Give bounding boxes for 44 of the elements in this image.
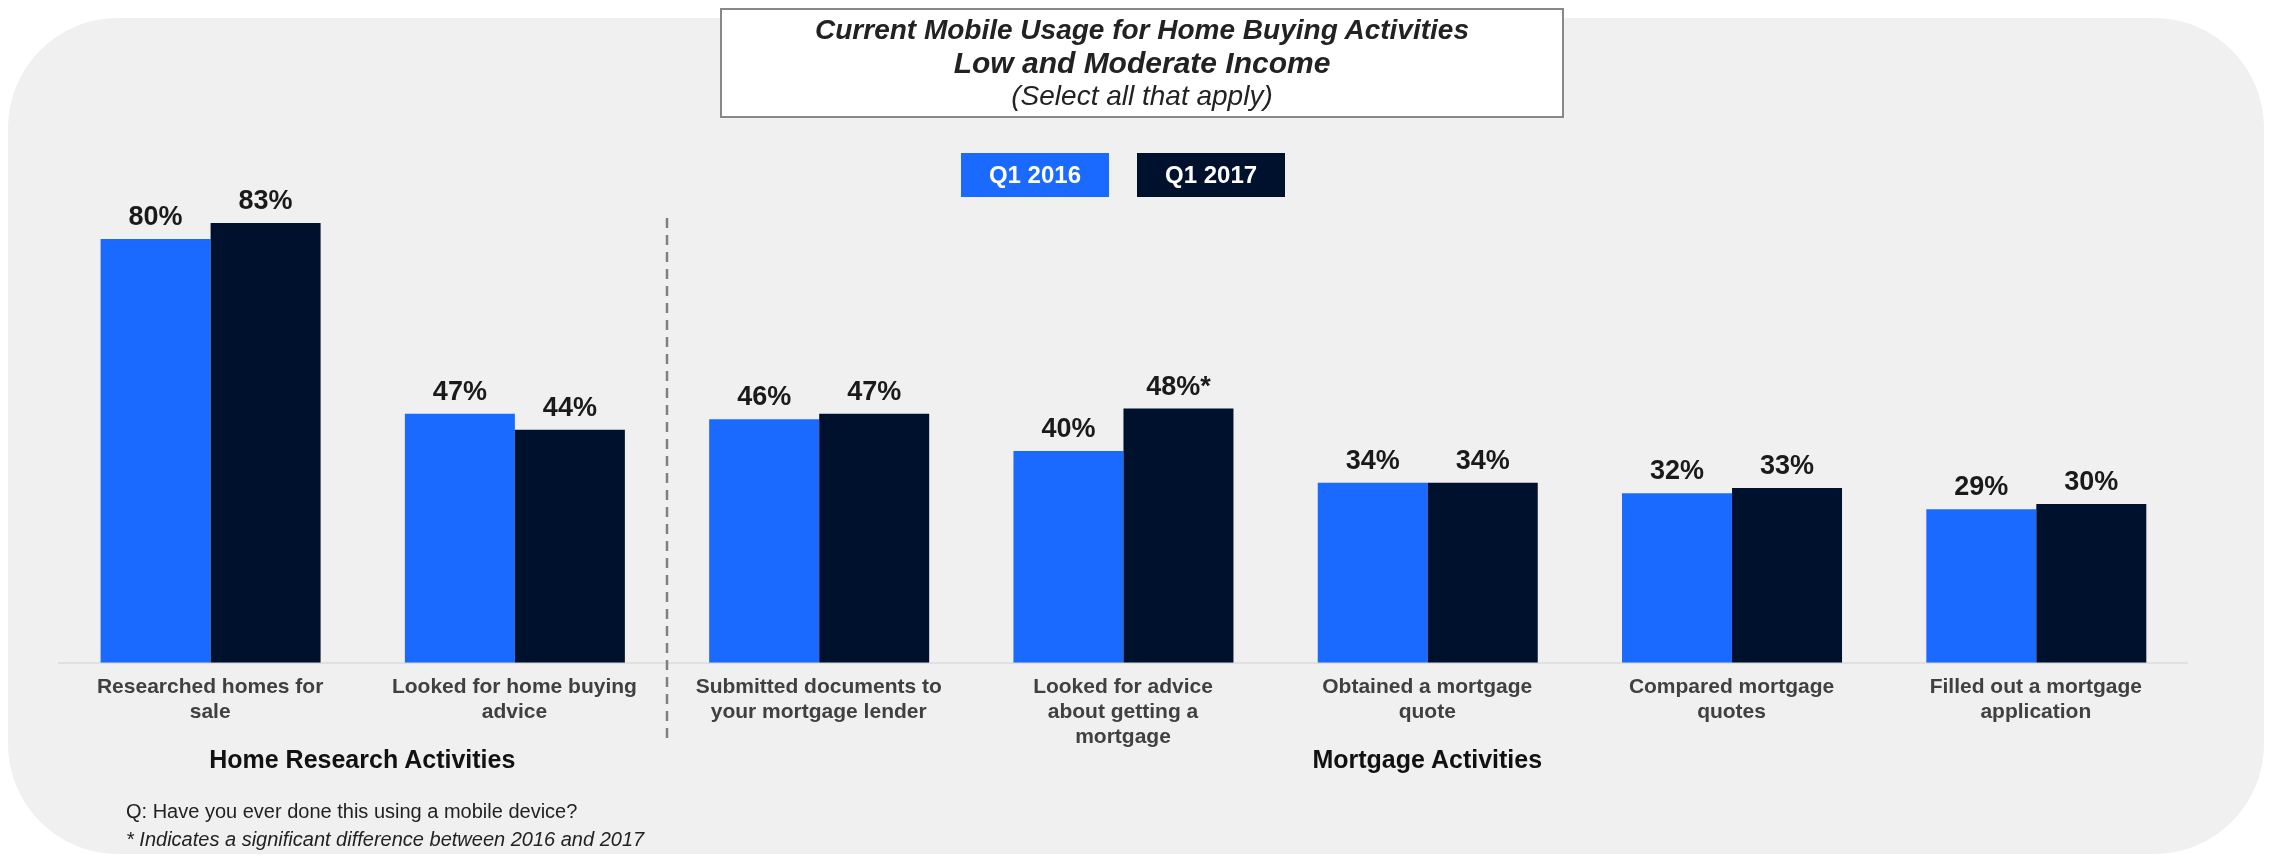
data-label: 40% — [1041, 412, 1096, 443]
text: Q1 2016 — [960, 153, 1109, 197]
text: * Indicates a significant difference between 2016 and 2017 — [126, 828, 645, 851]
x-tick-label: Looked for home buying advice — [391, 674, 637, 722]
bar — [819, 413, 930, 663]
bar — [514, 429, 625, 663]
x-tick-label: Submitted documents to your mortgage lender — [695, 674, 942, 722]
bar — [1427, 482, 1538, 663]
data-label: 44% — [542, 391, 597, 422]
x-tick-label: Looked for advice about getting a mortgage — [1033, 674, 1213, 747]
bar — [1317, 482, 1428, 663]
data-label: 33% — [1760, 450, 1815, 481]
bar — [100, 238, 211, 663]
chart-title: Current Mobile Usage for Home Buying Activities — [814, 14, 1470, 46]
bar — [2036, 503, 2147, 663]
text: Home Research Activities — [208, 745, 517, 774]
bar — [1013, 450, 1124, 663]
data-label: 30% — [2064, 465, 2119, 496]
data-label: 48%* — [1146, 370, 1212, 401]
data-label: 34% — [1345, 444, 1400, 475]
x-tick-label: Obtained a mortgage quote — [1322, 674, 1533, 722]
text: Q: Have you ever done this using a mobile device? — [126, 800, 578, 823]
text: Q1 2017 — [1137, 153, 1286, 197]
text: (Select all that apply) — [1010, 80, 1274, 112]
data-label: 83% — [238, 185, 293, 215]
x-tick-label: Researched homes for sale — [96, 674, 324, 722]
x-tick-label: Filled out a mortgage application — [1929, 674, 2143, 722]
chart-subtitle: Low and Moderate Income — [952, 46, 1332, 80]
data-label: 29% — [1954, 471, 2009, 502]
data-label: 46% — [737, 381, 792, 412]
bar — [1123, 408, 1234, 663]
bar — [404, 413, 515, 663]
bar — [210, 223, 321, 663]
data-label: 47% — [432, 375, 487, 406]
data-label: 32% — [1650, 455, 1705, 486]
data-label: 80% — [128, 200, 183, 231]
bar — [709, 419, 820, 663]
bar — [1926, 509, 2037, 663]
x-tick-label: Compared mortgage quotes — [1628, 674, 1835, 722]
data-label: 47% — [847, 375, 902, 406]
bar — [1622, 493, 1733, 663]
text: Mortgage Activities — [1312, 745, 1543, 773]
data-label: 34% — [1455, 444, 1510, 475]
bar — [1732, 488, 1843, 663]
